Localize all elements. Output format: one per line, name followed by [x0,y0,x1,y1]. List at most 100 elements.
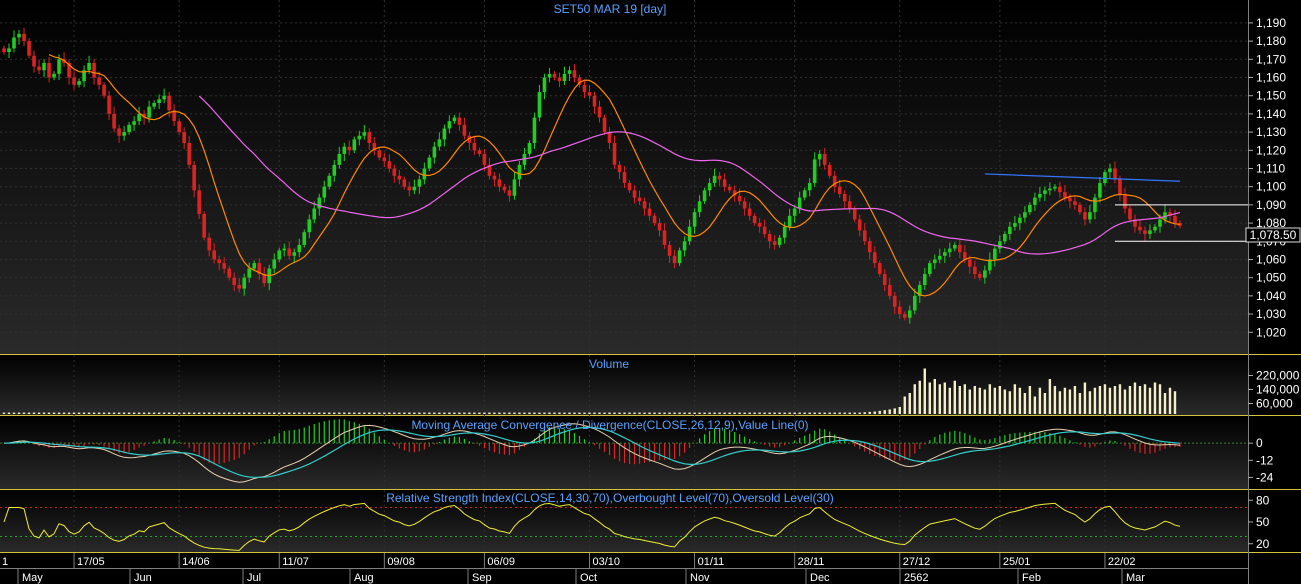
candle-body [953,244,957,249]
candle-body [1178,223,1182,226]
volume-bar [953,380,957,414]
candle-body [1013,223,1017,227]
candle-body [337,153,342,165]
volume-bar [1128,386,1132,414]
volume-bar [278,412,281,414]
candle-body [963,252,967,260]
candle-body [612,143,617,165]
price-tick-label: 1,150 [1256,89,1286,103]
candle-body [487,164,492,176]
candle-body [937,255,942,260]
volume-bar [1063,387,1067,414]
candle-body [672,255,677,264]
candle-body [202,213,206,238]
volume-bar [653,412,656,414]
candle-body [587,92,592,96]
volume-bar [1048,379,1052,414]
month-label: Dec [810,572,830,584]
volume-bar [678,412,681,414]
candle-body [802,190,807,198]
candle-body [1068,197,1072,202]
candle-body [252,263,257,269]
volume-bar [483,412,486,414]
candle-body [978,274,982,278]
candle-body [762,226,767,234]
volume-bar [968,389,972,414]
price-tick-label: 1,160 [1256,71,1286,85]
candle-body [147,106,151,118]
candle-body [1108,168,1112,173]
candle-body [107,95,111,114]
candle-body [632,190,637,198]
volume-bar [413,412,416,414]
volume-bar [498,412,501,414]
volume-bar [418,412,421,414]
volume-bar [473,412,476,414]
volume-bar [1073,386,1077,414]
candle-body [1168,212,1172,216]
candle-body [782,226,787,238]
candle-body [232,277,236,285]
rsi-line [3,502,1181,551]
candle-body [67,62,71,78]
candle-body [1103,172,1107,184]
candle-body [572,70,577,78]
volume-bar [998,386,1002,414]
volume-bar [488,412,491,414]
date-fragment-label: 1 [2,556,8,568]
date-tick-label: 27/12 [903,556,931,568]
volume-bar [563,412,566,414]
candle-body [892,295,897,307]
candle-body [197,190,201,214]
volume-bar [353,412,356,414]
volume-bar [618,412,621,414]
volume-bar [903,396,906,414]
candle-body [712,175,717,184]
candle-body [7,48,11,53]
candle-body [247,268,252,278]
candle-body [102,84,106,96]
volume-bar [768,412,771,414]
candle-body [327,175,332,187]
volume-bar [348,412,351,414]
volume-bar [538,412,541,414]
price-tick-label: 1,030 [1256,307,1286,321]
candle-body [447,121,452,129]
candle-body [157,99,161,103]
month-label: Jun [134,572,152,584]
candle-body [722,179,727,187]
volume-bar [923,368,926,414]
volume-bar [227,412,231,414]
rsi-tick-label: 20 [1256,537,1270,551]
volume-bar [623,412,626,414]
candle-body [717,175,722,180]
macd-tick-label: 0 [1256,436,1263,450]
volume-bar [533,412,536,414]
candle-body [177,121,181,133]
price-tick-label: 1,110 [1256,161,1285,175]
month-label: May [22,572,43,584]
volume-bar [132,412,136,414]
volume-bar [293,412,296,414]
candle-body [842,193,847,202]
candle-body [437,139,442,147]
candle-body [827,164,832,176]
volume-bar [1028,386,1032,414]
volume-bar [77,412,81,414]
candle-body [37,66,41,71]
volume-bar [643,412,646,414]
candle-body [968,259,972,267]
volume-bar [733,412,736,414]
volume-bar [843,412,846,414]
volume-bar [1163,393,1167,414]
candle-body [697,201,702,213]
candle-body [47,62,51,78]
candle-body [737,195,742,202]
candle-body [662,230,667,245]
candle-body [797,197,802,209]
last-price-label: 1,078.50 [1250,228,1297,242]
rsi-panel [0,490,1248,552]
volume-bar [62,412,66,414]
volume-tick-label: 220,000 [1256,369,1300,383]
